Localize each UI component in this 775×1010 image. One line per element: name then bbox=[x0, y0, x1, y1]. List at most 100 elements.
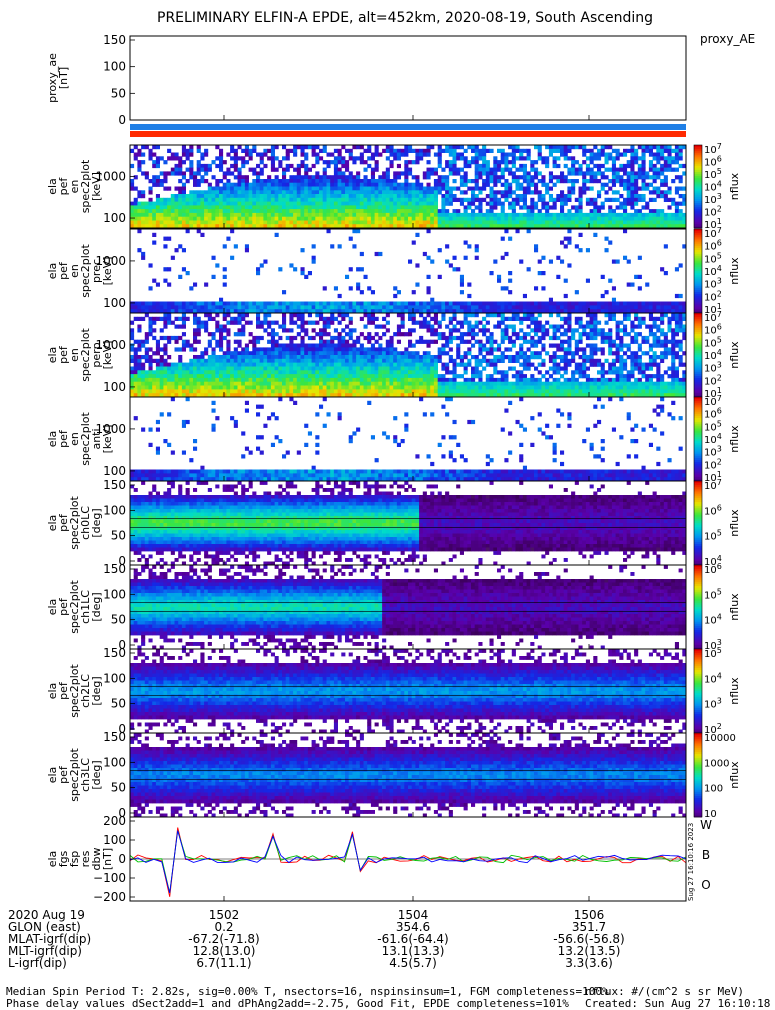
cbar-label: nflux bbox=[728, 593, 741, 621]
ylabel-line: [deg] bbox=[90, 760, 103, 789]
residual-legend-W: W bbox=[700, 818, 712, 832]
panel-7-ytick: 50 bbox=[111, 697, 126, 711]
cbar-tick: 106 bbox=[704, 562, 722, 576]
panel-0-frame bbox=[130, 36, 686, 120]
panel-6-ytick: 100 bbox=[103, 587, 126, 601]
panel-8-ytick: 50 bbox=[111, 781, 126, 795]
panel-5-ytick: 100 bbox=[103, 503, 126, 517]
axis-row-value: 6.7(11.1) bbox=[196, 956, 251, 970]
panel-0-ytick: 150 bbox=[103, 33, 126, 47]
panel-5-ytick: 150 bbox=[103, 478, 126, 492]
cbar-tick: 105 bbox=[704, 529, 722, 543]
panel-5: elapefspec2plotch0LC[deg]150100500107106… bbox=[46, 478, 741, 568]
panel-7: elapefspec2plotch2LC[deg]150100500105104… bbox=[46, 646, 741, 736]
panel-2-ytick: 100 bbox=[103, 296, 126, 310]
panel-7-ytick: 100 bbox=[103, 671, 126, 685]
ylabel-line: [nT] bbox=[57, 67, 70, 89]
ylabel-line: [nT] bbox=[101, 848, 114, 870]
residual-side-note: Sug 27 16:10:16 2023 bbox=[687, 823, 695, 901]
residual-legend-B: B bbox=[702, 848, 710, 862]
panel-2-frame bbox=[130, 229, 686, 313]
panel-6: elapefspec2plotch1LC[deg]150100500106105… bbox=[46, 562, 741, 652]
panel-1-ytick: 100 bbox=[103, 211, 126, 225]
region-bar-0 bbox=[130, 124, 686, 130]
cbar-label: nflux bbox=[728, 341, 741, 369]
panel-0-right-label: proxy_AE bbox=[700, 32, 755, 46]
panel-1-ytick: 1000 bbox=[95, 170, 126, 184]
panel-5-ytick: 50 bbox=[111, 529, 126, 543]
panel-4-ytick: 100 bbox=[103, 464, 126, 478]
axis-row-value: 3.3(3.6) bbox=[565, 956, 613, 970]
panel-3-ytick: 100 bbox=[103, 380, 126, 394]
panel-0: proxy_ae[nT] 150 100 50 0 proxy_AE bbox=[46, 32, 755, 127]
panel-9-ytick: 200 bbox=[103, 814, 126, 828]
panel-2-ytick: 1000 bbox=[95, 254, 126, 268]
ylabel-line: [deg] bbox=[90, 676, 103, 705]
cbar-tick: 105 bbox=[704, 646, 722, 660]
cbar-label: nflux bbox=[728, 761, 741, 789]
cbar-tick: 104 bbox=[704, 613, 722, 627]
residual-line-B bbox=[130, 831, 686, 893]
cbar-label: nflux bbox=[728, 509, 741, 537]
panel-8-ytick: 150 bbox=[103, 730, 126, 744]
cbar-tick: 103 bbox=[704, 697, 722, 711]
panel-6-ytick: 50 bbox=[111, 613, 126, 627]
cbar-label: nflux bbox=[728, 677, 741, 705]
panel-9-ytick: −100 bbox=[93, 871, 126, 885]
cbar-tick: 107 bbox=[704, 478, 722, 492]
residual-line-O bbox=[130, 831, 686, 893]
ylabel-line: [deg] bbox=[90, 592, 103, 621]
panel-0-ytick: 50 bbox=[111, 86, 126, 100]
cbar-tick: 106 bbox=[704, 503, 722, 517]
panel-0-ylabel: proxy_ae[nT] bbox=[46, 53, 70, 103]
axis-row-value: 4.5(5.7) bbox=[389, 956, 437, 970]
cbar-tick: 105 bbox=[704, 587, 722, 601]
panel-6-ytick: 150 bbox=[103, 562, 126, 576]
panels-group: proxy_ae[nT]150100500proxy_AEelapefenspe… bbox=[46, 32, 755, 904]
panel-9-ytick: 0 bbox=[118, 852, 126, 866]
footer-created-date: Created: Sun Aug 27 16:10:18 2023 bbox=[585, 997, 775, 1010]
panel-0-ytick: 100 bbox=[103, 60, 126, 74]
plot-title: PRELIMINARY ELFIN-A EPDE, alt=452km, 202… bbox=[157, 10, 653, 26]
region-bar-1 bbox=[130, 131, 686, 137]
cbar-tick: 1000 bbox=[704, 758, 729, 769]
panel-9-ytick: −200 bbox=[93, 890, 126, 904]
ylabel-line: [deg] bbox=[90, 508, 103, 537]
panel-8: elapefspec2plotch3LC[deg]150100500100001… bbox=[46, 730, 741, 820]
cbar-tick: 104 bbox=[704, 671, 722, 685]
cbar-label: nflux bbox=[728, 257, 741, 285]
panel-0-ytick: 0 bbox=[118, 113, 126, 127]
panel-8-ytick: 100 bbox=[103, 755, 126, 769]
axis-row-label: L-igrf(dip) bbox=[8, 956, 67, 970]
panel-3-ytick: 1000 bbox=[95, 338, 126, 352]
panel-9-ytick: 100 bbox=[103, 833, 126, 847]
footer-phase-info: Phase delay values dSect2add=1 and dPhAn… bbox=[6, 997, 569, 1010]
cbar-tick: 10000 bbox=[704, 733, 736, 744]
cbar-tick: 100 bbox=[704, 784, 723, 795]
panel-4-ytick: 1000 bbox=[95, 422, 126, 436]
cbar-label: nflux bbox=[728, 172, 741, 200]
